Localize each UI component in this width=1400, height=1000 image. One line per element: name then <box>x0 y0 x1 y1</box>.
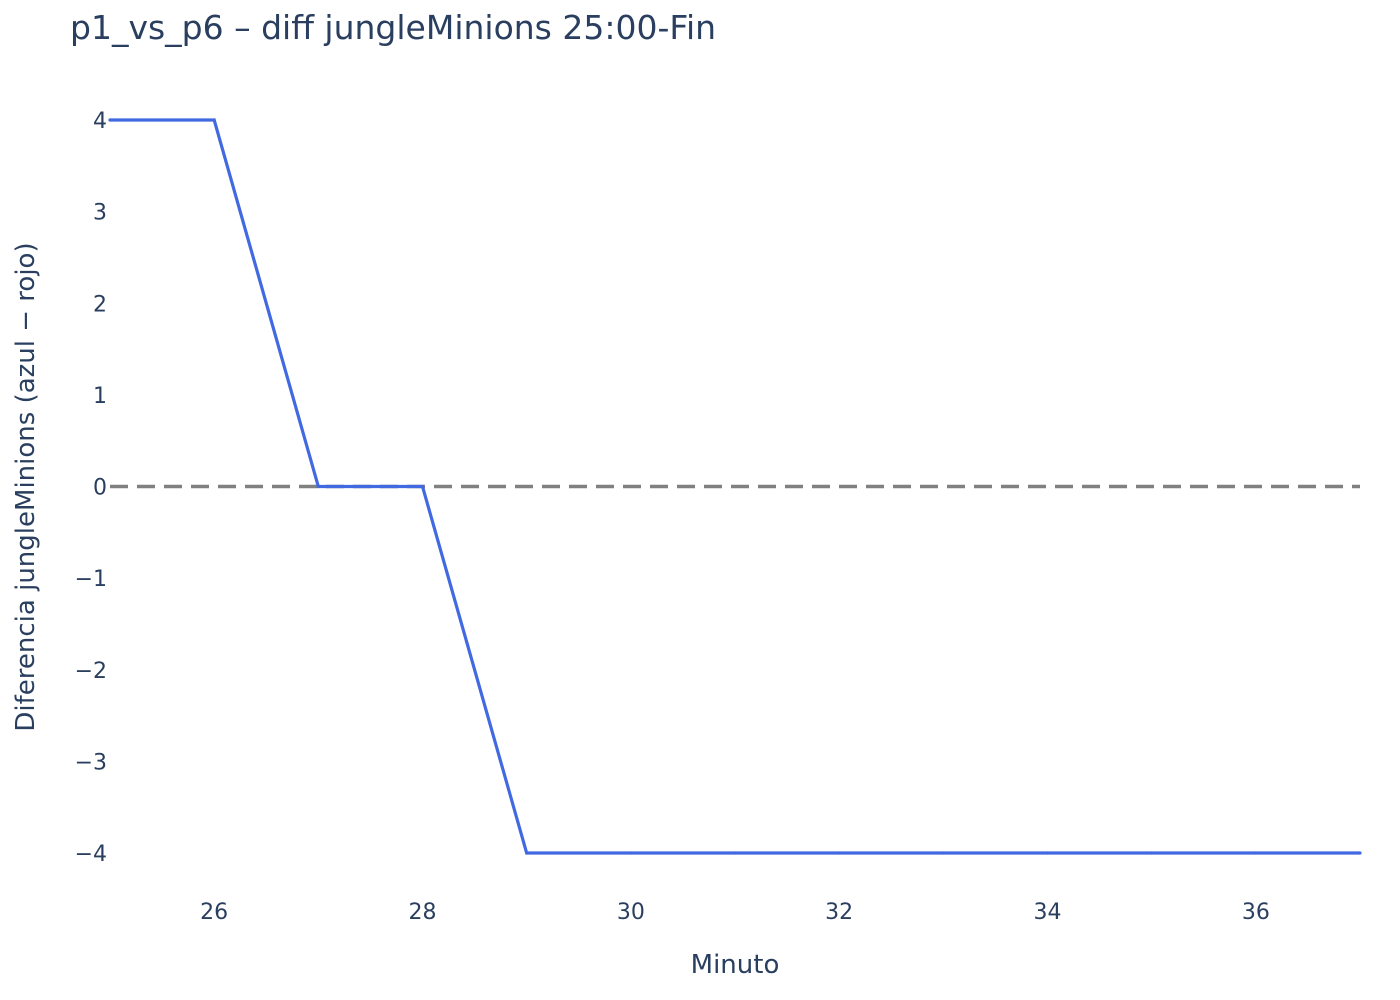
x-tick-label: 36 <box>1242 900 1270 925</box>
data-point <box>733 851 737 855</box>
data-point <box>212 118 216 122</box>
data-point <box>1254 851 1258 855</box>
chart-title: p1_vs_p6 – diff jungleMinions 25:00-Fin <box>70 8 716 47</box>
y-tick-label: −2 <box>75 659 107 684</box>
y-tick-label: 4 <box>93 109 107 134</box>
data-point <box>525 851 529 855</box>
y-axis-ticks: 4 3 2 1 0 −1 −2 −3 −4 <box>75 109 107 867</box>
y-tick-label: −4 <box>75 842 107 867</box>
data-point <box>1150 851 1154 855</box>
y-tick-label: 3 <box>93 201 107 226</box>
x-tick-label: 32 <box>825 900 853 925</box>
y-tick-label: 2 <box>93 292 107 317</box>
x-axis-ticks: 26 28 30 32 34 36 <box>200 900 1270 925</box>
y-tick-label: −1 <box>75 567 107 592</box>
x-tick-label: 26 <box>200 900 228 925</box>
data-point <box>837 851 841 855</box>
data-point <box>941 851 945 855</box>
y-tick-label: −3 <box>75 750 107 775</box>
x-axis-title: Minuto <box>691 950 780 980</box>
data-point <box>108 118 112 122</box>
data-point <box>316 484 320 489</box>
data-point <box>629 851 633 855</box>
data-point <box>1045 851 1050 855</box>
y-tick-label: 1 <box>93 384 107 409</box>
x-tick-label: 28 <box>409 900 437 925</box>
data-point <box>420 484 425 489</box>
data-points <box>108 118 1362 855</box>
data-point <box>1358 851 1362 855</box>
x-tick-label: 34 <box>1034 900 1062 925</box>
y-tick-label: 0 <box>93 476 107 501</box>
y-axis-title: Diferencia jungleMinions (azul − rojo) <box>11 242 41 731</box>
x-tick-label: 30 <box>617 900 645 925</box>
